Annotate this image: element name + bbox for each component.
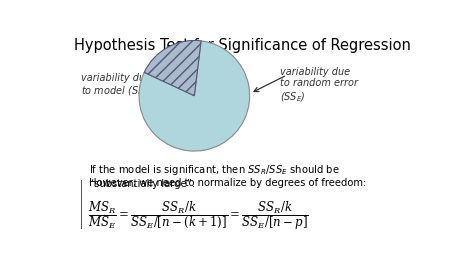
Wedge shape: [144, 40, 201, 96]
Text: If the model is significant, then $SS_R/SS_E$ should be
“substantially large”.: If the model is significant, then $SS_R/…: [89, 163, 339, 189]
Text: variability due
to random error
($SS_E$): variability due to random error ($SS_E$): [280, 67, 358, 104]
Text: variability due
to model ($SS_R$): variability due to model ($SS_R$): [82, 73, 154, 98]
Text: $\dfrac{MS_R}{MS_E} = \dfrac{SS_R/k}{SS_E/[n-(k+1)]} = \dfrac{SS_R/k}{SS_E/[n-p]: $\dfrac{MS_R}{MS_E} = \dfrac{SS_R/k}{SS_…: [89, 199, 309, 232]
Wedge shape: [139, 41, 250, 151]
Text: However, we need to normalize by degrees of freedom:: However, we need to normalize by degrees…: [89, 178, 366, 188]
Text: Hypothesis Test for Significance of Regression: Hypothesis Test for Significance of Regr…: [74, 38, 411, 53]
